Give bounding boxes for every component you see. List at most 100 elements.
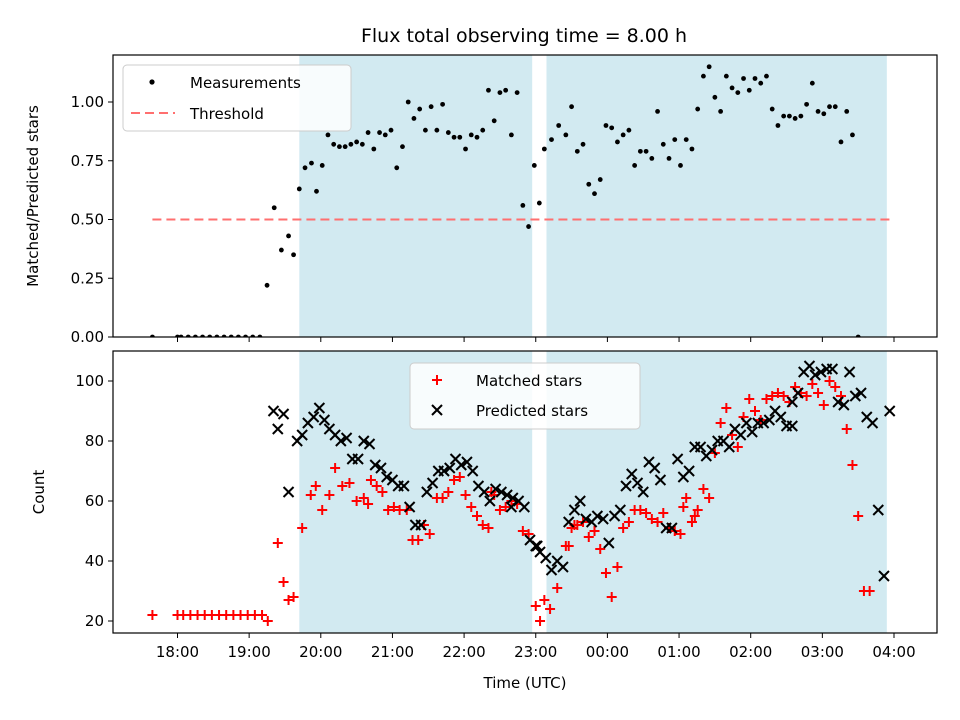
predicted-point-b (449, 453, 462, 465)
legend: Measurements Threshold (122, 64, 352, 132)
measurement-point (615, 139, 620, 145)
measurement-point (764, 73, 769, 79)
predicted-point (375, 462, 387, 474)
matched-point (681, 493, 692, 503)
predicted-point-b (340, 432, 353, 444)
measurement-point (480, 127, 486, 133)
measurement-point (309, 160, 314, 166)
measurement-point (302, 165, 308, 171)
measurement-point (486, 87, 491, 93)
plot-frame (112, 350, 938, 634)
predicted-point (267, 405, 280, 417)
predicted-point-b (403, 501, 416, 513)
measurement-point (609, 125, 615, 131)
measurement-point (569, 104, 574, 110)
predicted-point-b (803, 360, 816, 372)
predicted-point (786, 396, 798, 408)
predicted-point (648, 462, 661, 474)
count-panel: 20 40 60 80 100 18:00 19:00 20:00 21:00 22:00 23:0… (30, 350, 938, 692)
predicted-point (626, 468, 638, 480)
matched-point (437, 493, 448, 503)
matched-point (297, 523, 308, 533)
matched-point (778, 391, 789, 401)
measurement-point (405, 99, 411, 105)
measurement-point (798, 113, 804, 119)
predicted-point-b (335, 435, 347, 447)
measurement-point (463, 146, 468, 152)
measurement-point (597, 177, 603, 182)
measurement-point (626, 127, 632, 133)
matched-point (589, 526, 600, 536)
matched-point (675, 529, 686, 539)
predicted-point-b (631, 477, 644, 489)
measurement-point (417, 106, 423, 112)
predicted-point (786, 420, 798, 432)
predicted-point-b (809, 369, 821, 381)
matched-point (841, 424, 852, 434)
predicted-point-b (545, 564, 558, 576)
matched-point (678, 502, 689, 512)
predicted-point-b (786, 420, 798, 432)
matched-point (658, 508, 669, 518)
predicted-point-b (775, 411, 787, 423)
measurement-point (325, 132, 331, 138)
predicted-point-b (530, 540, 542, 552)
predicted-point (369, 459, 381, 471)
predicted-point-b (706, 444, 718, 456)
predicted-point-b (495, 486, 508, 498)
measurement-point (678, 163, 683, 168)
measurement-point (526, 224, 531, 229)
predicted-point-b (826, 363, 839, 375)
matched-point (563, 541, 574, 551)
matched-point (383, 505, 394, 515)
measurement-point (491, 118, 497, 124)
predicted-point-b (683, 465, 695, 477)
measurement-point (457, 134, 463, 140)
measurement-point (735, 90, 741, 95)
predicted-point (444, 462, 456, 474)
measurement-point (672, 137, 678, 143)
matched-point (283, 595, 294, 605)
predicted-point (540, 552, 552, 564)
predicted-point-b (792, 387, 804, 399)
predicted-point-b (849, 390, 862, 402)
predicted-point-b (307, 411, 320, 423)
measurement-point (508, 132, 514, 138)
predicted-point (277, 408, 290, 420)
predicted-point-b (426, 477, 439, 489)
matched-point (257, 610, 268, 620)
matched-point (583, 532, 594, 542)
predicted-point (398, 480, 410, 492)
measurement-point (620, 132, 626, 138)
legend: Matched stars Predicted stars (409, 362, 641, 430)
predicted-point (597, 513, 609, 525)
chart-title: Flux total observing time = 8.00 h (361, 25, 687, 47)
legend-threshold-label: Threshold (189, 105, 264, 123)
matched-point (454, 472, 465, 482)
x-tick-label: 20:00 (299, 643, 342, 661)
measurement-point (291, 252, 296, 258)
predicted-point-b (729, 423, 741, 435)
matched-point (813, 388, 824, 398)
matched-point (517, 526, 528, 536)
matched-point (466, 502, 477, 512)
predicted-point-b (531, 540, 543, 552)
predicted-point (746, 426, 758, 438)
predicted-point (461, 456, 473, 468)
predicted-point-b (666, 522, 678, 534)
matched-point (744, 394, 755, 404)
predicted-point (763, 414, 776, 426)
predicted-point-b (438, 465, 450, 477)
matched-point (807, 379, 818, 389)
predicted-point (884, 405, 896, 417)
measurement-point (827, 104, 832, 110)
matched-point (494, 505, 505, 515)
predicted-point (631, 477, 644, 489)
predicted-point-b (398, 480, 410, 492)
predicted-point (296, 429, 308, 441)
predicted-point-b (444, 462, 456, 474)
predicted-point-b (472, 480, 485, 492)
predicted-point (358, 435, 370, 447)
predicted-point (757, 417, 770, 429)
measurement-point (723, 73, 729, 79)
